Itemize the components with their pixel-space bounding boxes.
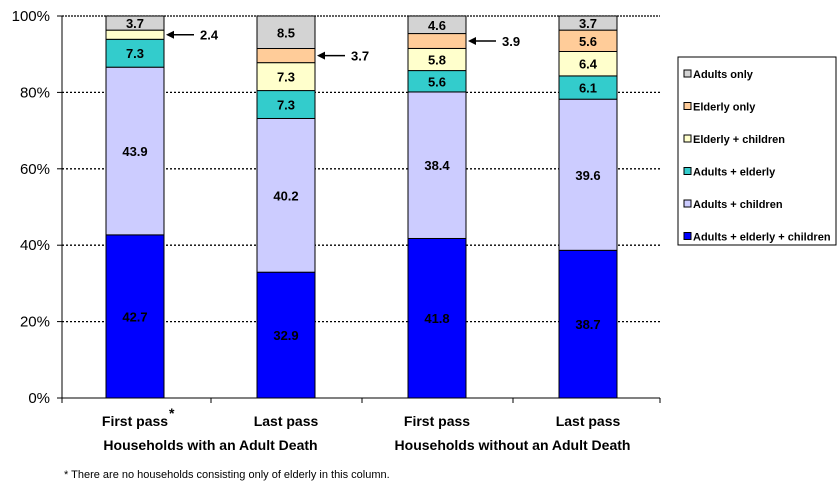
x-tick-label: Last pass <box>556 413 621 429</box>
data-label: 8.5 <box>277 25 295 40</box>
y-tick-label: 100% <box>12 8 50 25</box>
legend-label: Elderly only <box>693 102 756 114</box>
legend-swatch-adults-elderly-children <box>683 232 692 240</box>
bar-segment-adults-elderly <box>105 38 165 68</box>
bar-segment-adults-only <box>256 15 316 50</box>
bar-segment-adults-elderly-children <box>407 237 467 399</box>
bar-segment-adults-children <box>558 98 618 251</box>
data-label: 40.2 <box>273 188 298 203</box>
bar-segment-elderly-children <box>105 29 165 40</box>
bar-segment-adults-only <box>105 15 165 31</box>
bar-segment-elderly-children <box>558 50 618 77</box>
data-label: 7.3 <box>277 98 295 113</box>
data-label: 39.6 <box>575 168 600 183</box>
bar-segment-elderly-only <box>407 33 467 49</box>
x-axis: First pass * Last pass First pass Last passH… <box>61 397 661 453</box>
callout-label: 3.7 <box>351 49 369 64</box>
data-label: 38.7 <box>575 317 600 332</box>
bar-segment-adults-only <box>407 15 467 35</box>
footnote: * There are no households consisting onl… <box>64 469 390 481</box>
y-axis: 0% 20% 40% 60% 80% 100% <box>12 8 63 407</box>
data-label: 41.8 <box>424 311 449 326</box>
data-label: 6.1 <box>579 81 597 96</box>
data-label: 38.4 <box>424 158 450 173</box>
data-label: 5.6 <box>579 34 597 49</box>
callout-arrow-head <box>166 30 174 39</box>
legend: Adults only Elderly only Elderly + childre… <box>677 56 837 246</box>
bar-segment-elderly-only <box>256 48 316 64</box>
data-label: 7.3 <box>277 70 295 85</box>
bars: 42.7 43.9 7.3 3.7 32.9 40.2 7.3 7.3 8.5 41.8 38.4 5… <box>105 15 618 399</box>
callouts: 2.4 3.7 3.9 <box>166 28 520 64</box>
bar-segment-adults-children <box>407 91 467 239</box>
y-tick-label: 40% <box>20 237 50 254</box>
bar-segment-adults-elderly-children <box>105 234 165 399</box>
y-tick-label: 80% <box>20 84 50 101</box>
legend-label: Adults only <box>693 69 754 81</box>
y-tick-label: 0% <box>28 390 50 407</box>
data-label: 3.7 <box>126 16 144 31</box>
bar-segment-adults-elderly-children <box>558 249 618 399</box>
callout-arrow-head <box>317 51 325 60</box>
x-tick-label: First pass <box>102 413 168 429</box>
x-tick-label: First pass <box>404 413 470 429</box>
legend-swatch-elderly-children <box>683 134 692 143</box>
x-group-label: Households without an Adult Death <box>395 437 631 453</box>
callout-label: 3.9 <box>502 34 520 49</box>
legend-swatch-adults-only <box>683 69 692 78</box>
legend-swatch-adults-elderly <box>683 167 692 175</box>
bar-segment-adults-children <box>256 117 316 273</box>
x-group-label: Households with an Adult Death <box>103 437 317 453</box>
data-label: 32.9 <box>273 328 298 343</box>
legend-label: Adults + elderly <box>693 167 776 179</box>
data-label: 3.7 <box>579 16 597 31</box>
callout-label: 2.4 <box>200 28 219 43</box>
data-label: 5.8 <box>428 53 446 68</box>
legend-label: Adults + elderly + children <box>693 232 831 244</box>
legend-swatch-elderly-only <box>683 102 692 110</box>
legend-box <box>677 56 837 246</box>
y-tick-label: 20% <box>20 314 50 331</box>
data-label: 7.3 <box>126 46 144 61</box>
data-label: 6.4 <box>579 57 598 72</box>
data-label: 42.7 <box>122 309 147 324</box>
footnote-marker: * <box>169 405 175 421</box>
callout-arrow-head <box>468 36 476 45</box>
legend-label: Adults + children <box>693 199 783 211</box>
bar-segment-adults-children <box>105 66 165 236</box>
data-label: 4.6 <box>428 18 446 33</box>
legend-swatch-adults-children <box>683 199 692 208</box>
data-label: 43.9 <box>122 144 147 159</box>
bar-segment-adults-only <box>558 15 618 31</box>
data-label: 5.6 <box>428 74 446 89</box>
bar-segment-adults-elderly-children <box>256 271 316 399</box>
y-tick-label: 60% <box>20 161 50 178</box>
legend-label: Elderly + children <box>693 134 785 146</box>
x-tick-label: Last pass <box>254 413 319 429</box>
